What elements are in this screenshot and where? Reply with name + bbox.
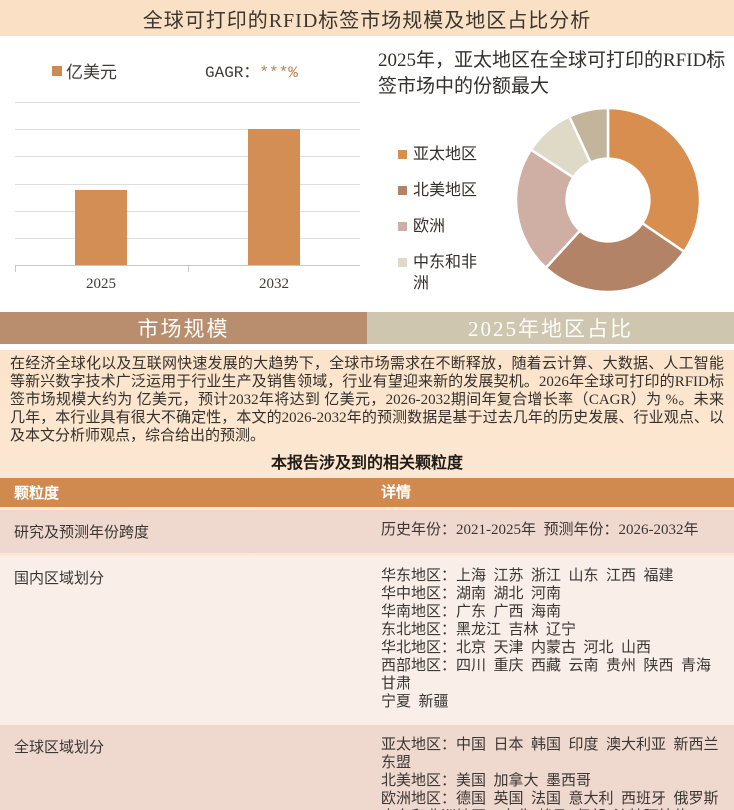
gridline	[15, 156, 360, 158]
gridline	[15, 210, 360, 212]
donut-chart-title: 2025年，亚太地区在全球可打印的RFID标签市场中的份额最大	[378, 50, 726, 97]
bar-2032	[247, 129, 300, 265]
table-header-row: 颗粒度 详情	[0, 478, 734, 507]
table-row-domestic-regions: 国内区域划分 华东地区：上海 江苏 浙江 山东 江西 福建 华中地区：湖南 湖北…	[0, 556, 734, 722]
axis-tick	[187, 265, 189, 272]
gridline	[15, 183, 360, 185]
charts-section: 亿美元 GAGR：***% 2025 2032 2025年，亚太地区在全球可打印…	[0, 36, 734, 312]
legend-swatch-icon	[398, 258, 407, 267]
legend-swatch-icon	[52, 65, 62, 76]
gridline	[15, 129, 360, 131]
donut-segment-北美地区	[544, 221, 686, 294]
row-detail: 华东地区：上海 江苏 浙江 山东 江西 福建 华中地区：湖南 湖北 河南 华南地…	[381, 568, 712, 710]
market-size-bar-chart: 亿美元 GAGR：***% 2025 2032	[0, 36, 370, 312]
row-detail: 历史年份：2021-2025年 预测年份：2026-2032年	[381, 522, 699, 538]
legend-label: 中东和非洲	[413, 254, 478, 292]
donut-segment-欧洲	[514, 148, 582, 270]
legend-label: 亚太地区	[413, 146, 478, 163]
gridline	[15, 237, 360, 239]
legend-swatch-icon	[398, 186, 407, 195]
report-body-section: 在经济全球化以及互联网快速发展的大趋势下，全球市场需求在不断释放，随着云计算、大…	[0, 350, 734, 810]
legend-label: 欧洲	[413, 218, 446, 235]
bar-legend-label: 亿美元	[66, 63, 117, 82]
page-title: 全球可打印的RFID标签市场规模及地区占比分析	[142, 9, 592, 32]
legend-swatch-icon	[398, 150, 407, 159]
x-axis-label-2032: 2032	[259, 276, 289, 292]
legend-swatch-icon	[398, 222, 407, 231]
section-tabs: 市场规模 2025年地区占比	[0, 312, 734, 344]
header-cell-granularity: 颗粒度	[14, 486, 60, 502]
table-row-global-regions: 全球区域划分 亚太地区：中国 日本 韩国 印度 澳大利亚 新西兰 东盟 北美地区…	[0, 725, 734, 810]
region-share-donut-chart: 2025年，亚太地区在全球可打印的RFID标签市场中的份额最大 亚太地区北美地区…	[370, 36, 734, 312]
tab-region-share[interactable]: 2025年地区占比	[367, 312, 734, 344]
legend-item: 欧洲	[398, 216, 489, 237]
row-label: 研究及预测年份跨度	[14, 525, 150, 541]
granularity-table-title: 本报告涉及到的相关颗粒度	[270, 455, 463, 472]
header-cell-detail: 详情	[381, 484, 412, 501]
row-label: 全球区域划分	[14, 740, 105, 756]
bar-2025	[75, 190, 128, 265]
donut-segment-other	[567, 106, 610, 165]
row-detail: 亚太地区：中国 日本 韩国 印度 澳大利亚 新西兰 东盟 北美地区：美国 加拿大…	[381, 737, 719, 810]
bar-plot	[15, 102, 360, 272]
bar-chart-legend: 亿美元	[52, 58, 117, 83]
donut-legend: 亚太地区北美地区欧洲中东和非洲	[398, 144, 489, 309]
axis-tick	[15, 265, 16, 272]
table-row-years: 研究及预测年份跨度 历史年份：2021-2025年 预测年份：2026-2032…	[0, 510, 734, 553]
tab-market-size[interactable]: 市场规模	[0, 312, 367, 344]
cagr-label: GAGR：	[205, 64, 260, 82]
legend-item: 中东和非洲	[398, 252, 489, 294]
legend-item: 北美地区	[398, 180, 489, 201]
legend-item: 亚太地区	[398, 144, 489, 165]
donut-chart	[514, 106, 702, 294]
donut-segment-亚太地区	[606, 106, 702, 254]
gridline	[15, 102, 360, 103]
title-bar: 全球可打印的RFID标签市场规模及地区占比分析	[0, 0, 734, 36]
summary-paragraph: 在经济全球化以及互联网快速发展的大趋势下，全球市场需求在不断释放，随着云计算、大…	[10, 356, 724, 444]
x-axis-label-2025: 2025	[86, 276, 116, 292]
row-label: 国内区域划分	[14, 571, 105, 587]
cagr-note: GAGR：***%	[205, 58, 298, 82]
granularity-table: 颗粒度 详情 研究及预测年份跨度 历史年份：2021-2025年 预测年份：20…	[0, 478, 734, 810]
legend-label: 北美地区	[413, 182, 478, 199]
cagr-masked-value: ***%	[259, 64, 298, 82]
